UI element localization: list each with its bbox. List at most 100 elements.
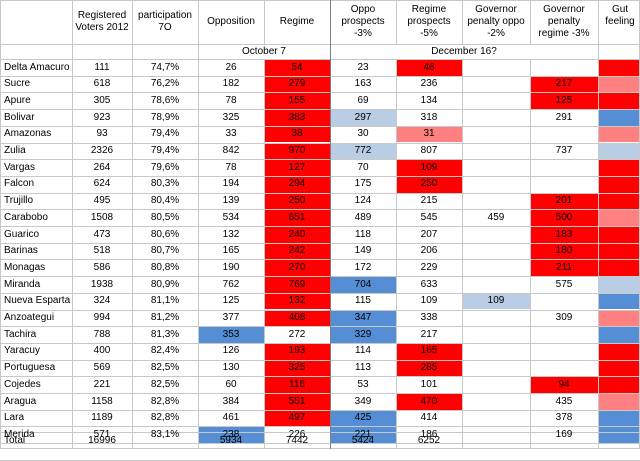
grid-hline — [0, 343, 640, 344]
cell-oppo-prospects: 425 — [354, 412, 372, 424]
cell-regime: 116 — [289, 378, 305, 390]
cell-oppo-prospects: 69 — [357, 94, 369, 106]
cell-fill — [265, 60, 330, 76]
cell-fill — [599, 327, 640, 343]
grid-vline — [198, 0, 199, 449]
cell-gov-penalty-regime: 211 — [556, 261, 572, 273]
cell-opposition: 377 — [222, 312, 240, 324]
cell-regime: 325 — [288, 362, 306, 374]
cell-gov-penalty-regime: 291 — [555, 111, 573, 123]
grid-hline — [0, 410, 640, 411]
cell-gov-penalty-regime: 217 — [555, 78, 573, 90]
grid-vline — [72, 0, 73, 449]
grid-hline — [0, 126, 640, 127]
cell-fill — [265, 193, 330, 210]
cell-gov-penalty-regime: 180 — [555, 245, 573, 257]
cell-fill — [331, 327, 396, 343]
cell-opposition: 26 — [225, 61, 237, 73]
cell-state: Portuguesa — [4, 362, 56, 374]
cell-state: Monagas — [4, 261, 46, 273]
grid-hline — [0, 443, 640, 444]
cell-oppo-prospects: 772 — [354, 145, 372, 157]
cell-opposition: 384 — [222, 395, 240, 407]
grid-hline — [0, 376, 640, 377]
header-oppo-prospects: Oppo prospects -3% — [341, 4, 385, 39]
header-regime: Regime — [279, 16, 315, 27]
cell-regime-prospects: 207 — [420, 228, 438, 240]
cell-regime-prospects: 101 — [420, 378, 438, 390]
header-opposition: Opposition — [207, 16, 255, 27]
cell-registered: 264 — [93, 161, 111, 173]
cell-state: Lara — [4, 412, 25, 424]
cell-fill — [199, 427, 264, 444]
cell-regime-prospects: 545 — [420, 211, 438, 223]
cell-participation: 80,3% — [150, 178, 180, 190]
cell-state: Vargas — [4, 161, 35, 173]
grid-hline — [0, 193, 640, 194]
cell-oppo-prospects: 124 — [354, 195, 372, 207]
cell-state: Aragua — [4, 395, 37, 407]
cell-registered: 473 — [93, 228, 111, 240]
cell-state: Bolivar — [4, 111, 35, 123]
cell-regime-prospects: 338 — [420, 312, 438, 324]
cell-gov-penalty-regime: 94 — [558, 378, 570, 390]
cell-regime-prospects: 217 — [420, 328, 438, 340]
cell-gov-penalty-oppo: 109 — [487, 295, 505, 307]
cell-fill — [599, 60, 640, 76]
cell-fill — [331, 410, 396, 427]
cell-oppo-prospects: 115 — [355, 295, 371, 307]
cell-gov-penalty-regime — [530, 59, 598, 76]
cell-opposition: 165 — [222, 245, 240, 257]
cell-regime-prospects: 31 — [423, 128, 435, 140]
cell-fill — [265, 176, 330, 193]
header-gov-penalty-regime: Governor penalty regime -3% — [538, 4, 590, 39]
cell-state: Trujillo — [4, 195, 34, 207]
cell-regime-prospects: 165 — [420, 345, 438, 357]
cell-regime: 769 — [288, 278, 306, 290]
cell-state: Carabobo — [4, 211, 48, 223]
grid-hline — [0, 293, 640, 294]
cell-gov-penalty-oppo — [462, 410, 530, 427]
cell-regime-prospects: 215 — [420, 195, 438, 207]
grid-hline — [0, 276, 640, 277]
cell-participation: 80,7% — [150, 245, 180, 257]
merge-cover — [462, 45, 463, 59]
cell-fill — [199, 327, 264, 343]
cell-oppo-prospects: 297 — [354, 111, 372, 123]
cell-gov-penalty-regime — [530, 360, 598, 377]
cell-fill — [599, 310, 640, 327]
cell-fill — [599, 394, 640, 410]
cell-fill — [599, 160, 640, 176]
cell-fill — [397, 343, 462, 360]
cell-gov-penalty-regime: 378 — [555, 412, 573, 424]
cell-fill — [397, 160, 462, 176]
grid-hline — [0, 109, 640, 110]
cell-registered: 324 — [93, 295, 111, 307]
cell-gov-penalty-oppo: 459 — [487, 211, 505, 223]
cell-fill — [265, 210, 330, 226]
cell-opposition: 461 — [222, 412, 240, 424]
cell-regime: 226 — [288, 428, 306, 440]
cell-regime-prospects: 250 — [420, 178, 438, 190]
cell-regime: 272 — [288, 328, 306, 340]
cell-state: Falcon — [4, 178, 35, 190]
cell-regime: 970 — [288, 145, 306, 157]
header-participation: participation 7O — [138, 10, 192, 33]
cell-fill — [331, 110, 396, 126]
cell-opposition: 762 — [222, 278, 240, 290]
cell-oppo-prospects: 221 — [354, 428, 372, 440]
cell-gov-penalty-oppo — [462, 92, 530, 109]
cell-fill — [531, 210, 598, 226]
date-december: December 16? — [431, 45, 497, 57]
cell-regime: 250 — [288, 195, 306, 207]
cell-participation: 80,8% — [150, 261, 180, 273]
cell-fill — [331, 277, 396, 293]
cell-registered: 495 — [93, 195, 111, 207]
cell-fill — [531, 243, 598, 260]
total-label: Total — [4, 434, 26, 446]
cell-state: Miranda — [4, 278, 41, 290]
cell-gov-penalty-oppo — [462, 143, 530, 160]
cell-opposition: 78 — [225, 94, 237, 106]
cell-oppo-prospects: 114 — [355, 345, 371, 357]
cell-gov-penalty-regime: 500 — [555, 211, 573, 223]
